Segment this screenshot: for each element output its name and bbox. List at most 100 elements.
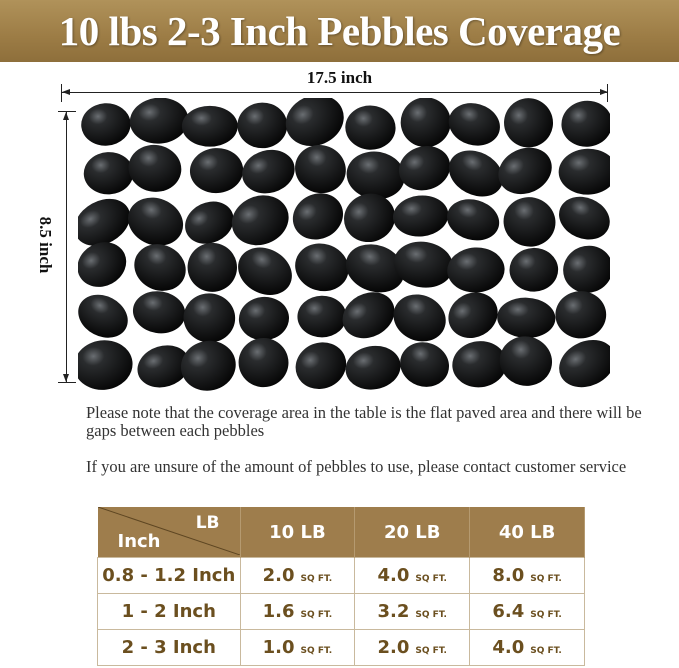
pebble xyxy=(78,198,130,246)
unit-label: SQ FT. xyxy=(415,574,447,584)
pebble xyxy=(452,341,507,388)
pebble xyxy=(559,196,610,240)
coverage-value: 1.6 xyxy=(262,601,295,622)
pebble xyxy=(295,144,346,194)
pebble xyxy=(448,103,500,146)
coverage-value: 3.2 xyxy=(377,601,410,622)
pebble xyxy=(555,291,607,339)
pebble xyxy=(295,243,349,292)
unit-label: SQ FT. xyxy=(530,610,562,620)
pebble xyxy=(561,100,610,147)
width-arrow xyxy=(62,89,608,95)
unit-label: SQ FT. xyxy=(415,646,447,656)
pebble xyxy=(83,152,134,195)
pebble xyxy=(448,292,498,338)
size-cell: 2 - 3 Inch xyxy=(97,629,241,666)
coverage-value: 4.0 xyxy=(492,637,525,658)
height-tick-bottom xyxy=(58,382,76,383)
pebble xyxy=(563,245,610,293)
unit-label: SQ FT. xyxy=(530,646,562,656)
coverage-cell: 4.0 SQ FT. xyxy=(469,629,585,666)
table-header-row: LB Inch 10 LB 20 LB 40 LB xyxy=(97,507,585,558)
pebble xyxy=(448,150,504,197)
pebble xyxy=(504,98,554,148)
pebble xyxy=(342,292,395,339)
pebble xyxy=(297,295,347,338)
pebble xyxy=(128,144,182,192)
pebble xyxy=(398,146,451,191)
pebble xyxy=(181,105,238,147)
title-banner: 10 lbs 2-3 Inch Pebbles Coverage xyxy=(0,0,679,62)
pebble xyxy=(499,336,553,386)
diagonal-divider xyxy=(97,507,240,555)
pebble xyxy=(129,98,189,144)
pebble xyxy=(134,244,186,291)
pebble xyxy=(285,98,344,147)
coverage-value: 6.4 xyxy=(492,601,525,622)
unit-label: SQ FT. xyxy=(415,610,447,620)
unit-label: SQ FT. xyxy=(530,574,562,584)
column-header: 10 LB xyxy=(240,507,356,558)
pebble xyxy=(238,247,292,295)
pebble xyxy=(242,149,295,194)
pebble xyxy=(231,195,289,246)
width-tick-left xyxy=(61,84,62,102)
pebble xyxy=(558,148,610,195)
coverage-cell: 2.0 SQ FT. xyxy=(239,557,356,594)
width-label: 17.5 inch xyxy=(306,68,373,87)
coverage-cell: 6.4 SQ FT. xyxy=(469,593,585,630)
coverage-value: 1.0 xyxy=(262,637,295,658)
pebble xyxy=(344,193,396,243)
pebble xyxy=(393,241,454,288)
coverage-cell: 1.6 SQ FT. xyxy=(239,593,356,630)
pebble xyxy=(393,294,446,342)
coverage-value: 2.0 xyxy=(377,637,410,658)
page-title: 10 lbs 2-3 Inch Pebbles Coverage xyxy=(58,8,621,54)
pebble xyxy=(400,98,451,148)
pebble xyxy=(78,242,127,287)
corner-header: LB Inch xyxy=(97,507,241,558)
pebble xyxy=(189,148,244,194)
height-tick-top xyxy=(58,111,76,112)
coverage-cell: 1.0 SQ FT. xyxy=(239,629,356,666)
column-header: 20 LB xyxy=(354,507,471,558)
pebble xyxy=(345,345,401,390)
pebble xyxy=(345,244,405,293)
table-row: 2 - 3 Inch 1.0 SQ FT. 2.0 SQ FT. 4.0 SQ FT. xyxy=(97,629,585,666)
size-cell: 0.8 - 1.2 Inch xyxy=(97,557,241,594)
coverage-value: 2.0 xyxy=(262,565,295,586)
width-tick-right xyxy=(607,84,608,102)
pebble xyxy=(400,342,450,387)
pebble xyxy=(447,247,505,293)
unit-label: SQ FT. xyxy=(300,574,333,584)
pebble xyxy=(346,151,405,200)
pebble xyxy=(345,105,396,150)
pebble xyxy=(392,195,449,237)
pebble xyxy=(183,293,236,343)
pebble xyxy=(132,291,186,334)
pebble xyxy=(180,340,236,391)
contact-note: If you are unsure of the amount of pebbl… xyxy=(86,457,627,476)
height-label: 8.5 inch xyxy=(36,216,55,274)
pebble xyxy=(559,340,610,388)
corner-inch-label: Inch xyxy=(117,531,161,552)
pebble xyxy=(78,340,133,390)
coverage-cell: 8.0 SQ FT. xyxy=(469,557,585,594)
pebble xyxy=(137,345,190,388)
pebble xyxy=(238,296,290,341)
column-header: 40 LB xyxy=(469,507,585,558)
coverage-value: 8.0 xyxy=(492,565,525,586)
pebble xyxy=(447,199,500,241)
coverage-table: LB Inch 10 LB 20 LB 40 LB 0.8 - 1.2 Inch… xyxy=(97,507,585,666)
height-arrow xyxy=(63,112,69,382)
pebble xyxy=(503,197,556,247)
pebble xyxy=(81,103,131,146)
pebble xyxy=(78,294,128,338)
coverage-value: 4.0 xyxy=(377,565,410,586)
coverage-cell: 2.0 SQ FT. xyxy=(354,629,471,666)
pebble xyxy=(497,297,556,338)
pebble xyxy=(187,242,237,292)
pebble xyxy=(238,337,289,388)
pebble xyxy=(292,193,344,240)
unit-label: SQ FT. xyxy=(300,646,333,656)
